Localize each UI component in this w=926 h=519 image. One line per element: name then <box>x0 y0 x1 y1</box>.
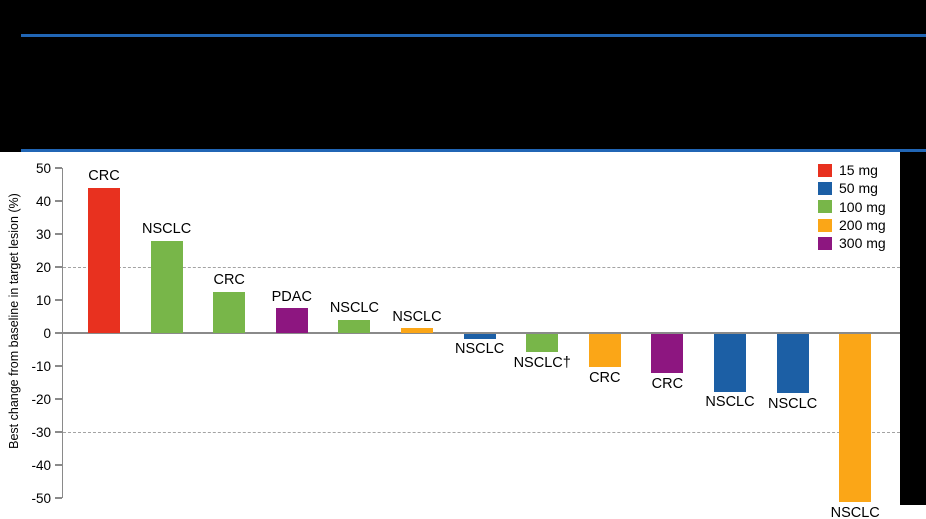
header-divider-bottom <box>21 149 926 152</box>
zero-baseline <box>62 332 900 334</box>
bar <box>275 308 308 333</box>
legend-swatch <box>818 200 832 214</box>
bar <box>714 333 746 392</box>
header-divider-top <box>21 34 926 37</box>
y-tick-label: 20 <box>35 259 51 275</box>
bar-label: CRC <box>88 168 120 185</box>
bar <box>401 328 433 333</box>
reference-gridline <box>63 267 900 268</box>
bar <box>150 240 183 333</box>
y-tick <box>55 299 62 301</box>
legend-label: 100 mg <box>839 198 886 215</box>
bar-label: NSCLC <box>455 341 505 358</box>
redacted-header <box>0 0 926 152</box>
y-tick-label: -40 <box>31 457 51 473</box>
legend-item: 100 mg <box>818 198 886 216</box>
reference-gridline <box>63 432 900 433</box>
legend-swatch <box>818 218 832 232</box>
bar <box>88 187 120 333</box>
y-tick <box>55 167 62 169</box>
bar <box>526 333 559 352</box>
y-tick <box>55 365 62 367</box>
bar <box>588 333 621 367</box>
y-tick <box>55 398 62 400</box>
legend-item: 200 mg <box>818 216 886 234</box>
y-tick-label: 40 <box>35 193 51 209</box>
bar-label: CRC <box>651 376 684 393</box>
y-tick <box>55 200 62 202</box>
y-tick <box>55 464 62 466</box>
bar-label: NSCLC <box>329 300 379 317</box>
waterfall-chart: Best change from baseline in target lesi… <box>0 152 926 519</box>
redacted-right-strip <box>900 152 926 505</box>
y-tick-label: -10 <box>31 358 51 374</box>
legend-swatch <box>818 181 832 195</box>
y-tick <box>55 431 62 433</box>
legend-label: 200 mg <box>839 217 886 234</box>
legend-swatch <box>818 163 832 177</box>
y-tick-label: 0 <box>43 325 51 341</box>
bar-label: CRC <box>213 272 245 289</box>
bar-label: NSCLC <box>830 504 880 519</box>
legend-label: 50 mg <box>839 180 878 197</box>
y-tick-label: -30 <box>31 424 51 440</box>
bar-label: NSCLC <box>705 394 755 411</box>
bar <box>776 333 809 394</box>
y-tick-label: 30 <box>35 226 51 242</box>
y-tick-label: 50 <box>35 160 51 176</box>
bar <box>651 333 684 374</box>
y-tick <box>55 332 62 334</box>
y-tick <box>55 497 62 499</box>
legend-swatch <box>818 236 832 250</box>
legend-label: 15 mg <box>839 162 878 179</box>
legend-item: 15 mg <box>818 161 886 179</box>
bar-label: NSCLC <box>392 308 442 325</box>
bar-label: NSCLC <box>142 221 192 238</box>
bar-label: NSCLC <box>768 395 818 412</box>
y-tick-label: 10 <box>35 292 51 308</box>
bar <box>213 291 246 333</box>
bar-label: PDAC <box>271 288 312 305</box>
legend-label: 300 mg <box>839 235 886 252</box>
bar-label: NSCLC† <box>513 354 571 371</box>
legend-item: 300 mg <box>818 234 886 252</box>
bar <box>463 333 496 339</box>
bar <box>338 319 371 333</box>
bar-label: CRC <box>589 369 621 386</box>
legend-item: 50 mg <box>818 179 886 197</box>
bar <box>839 333 872 503</box>
y-tick-label: -50 <box>31 490 51 506</box>
y-tick-label: -20 <box>31 391 51 407</box>
y-tick <box>55 233 62 235</box>
legend: 15 mg 50 mg 100 mg 200 mg 300 mg <box>818 161 886 252</box>
y-tick <box>55 266 62 268</box>
